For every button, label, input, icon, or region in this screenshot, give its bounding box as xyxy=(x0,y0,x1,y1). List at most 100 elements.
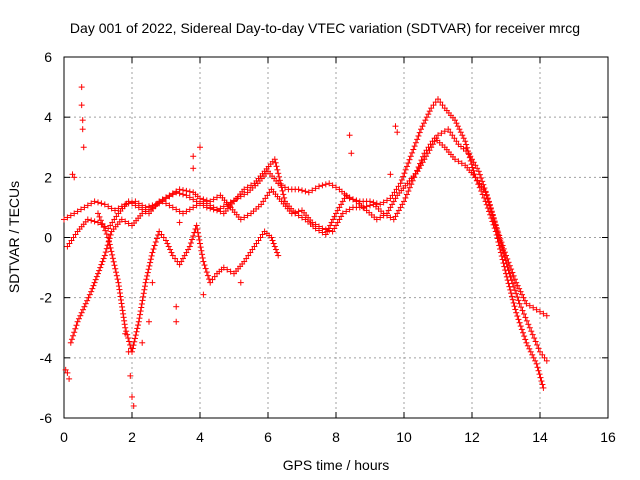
data-point xyxy=(414,168,421,175)
data-point xyxy=(237,216,244,223)
data-point xyxy=(82,300,89,307)
data-point xyxy=(274,166,281,173)
data-point xyxy=(426,108,433,115)
data-point xyxy=(530,354,537,361)
data-point xyxy=(132,202,139,209)
data-point xyxy=(513,279,520,286)
data-point xyxy=(176,219,183,226)
data-point xyxy=(515,297,522,304)
data-point xyxy=(109,251,116,258)
data-point xyxy=(186,243,193,250)
x-tick-label: 16 xyxy=(600,429,616,445)
data-point xyxy=(341,195,348,202)
data-point xyxy=(533,306,540,313)
data-point xyxy=(134,325,141,332)
data-point xyxy=(338,201,345,208)
data-point xyxy=(66,240,73,247)
data-point xyxy=(506,270,513,277)
data-point xyxy=(140,293,147,300)
data-point xyxy=(186,194,193,201)
data-point xyxy=(142,208,149,215)
data-point xyxy=(130,342,137,349)
data-point xyxy=(138,300,145,307)
data-point xyxy=(102,227,109,234)
data-point xyxy=(516,300,523,307)
data-point xyxy=(402,166,409,173)
data-point xyxy=(331,225,338,232)
data-point xyxy=(431,138,438,145)
data-point xyxy=(430,102,437,109)
data-point xyxy=(499,247,506,254)
data-point xyxy=(476,171,483,178)
data-point xyxy=(109,219,116,226)
data-point xyxy=(164,240,171,247)
data-point xyxy=(141,283,148,290)
data-point xyxy=(166,192,173,199)
data-point xyxy=(508,266,515,273)
data-point xyxy=(502,257,509,264)
data-point xyxy=(410,146,417,153)
data-point xyxy=(203,200,210,207)
data-point xyxy=(319,182,326,189)
data-point xyxy=(390,198,397,205)
data-point xyxy=(392,123,399,130)
data-point xyxy=(77,312,84,319)
data-point xyxy=(220,203,227,210)
data-point xyxy=(518,304,525,311)
data-point xyxy=(339,210,346,217)
data-point xyxy=(439,102,446,109)
data-point xyxy=(276,177,283,184)
data-point xyxy=(107,244,114,251)
data-point xyxy=(197,244,204,251)
data-point xyxy=(428,144,435,151)
data-point xyxy=(429,141,436,148)
data-point xyxy=(84,216,91,223)
data-point xyxy=(529,351,536,358)
data-point xyxy=(190,165,197,172)
data-point xyxy=(406,184,413,191)
data-point xyxy=(514,293,521,300)
data-point xyxy=(459,132,466,139)
data-point xyxy=(391,189,398,196)
data-point xyxy=(275,252,282,259)
data-point xyxy=(343,208,350,215)
data-point xyxy=(519,307,526,314)
data-point xyxy=(312,185,319,192)
data-point xyxy=(435,132,441,139)
data-point xyxy=(67,339,74,346)
data-point xyxy=(387,195,394,202)
data-point xyxy=(80,144,87,151)
data-point xyxy=(405,160,412,167)
data-point xyxy=(224,266,231,273)
data-point xyxy=(449,132,456,139)
data-point xyxy=(336,204,343,211)
data-point xyxy=(533,360,540,367)
data-point xyxy=(474,165,481,172)
data-point xyxy=(389,201,396,208)
data-point xyxy=(463,141,470,148)
data-point xyxy=(328,219,335,226)
data-point xyxy=(346,206,353,213)
data-point xyxy=(66,375,73,382)
data-point xyxy=(101,252,108,259)
data-point xyxy=(196,236,203,243)
data-point xyxy=(133,328,140,335)
data-point xyxy=(96,267,103,274)
data-point xyxy=(380,212,387,219)
data-point xyxy=(486,198,492,205)
data-point xyxy=(143,276,150,283)
data-point xyxy=(68,237,75,244)
data-point xyxy=(189,236,196,243)
data-point xyxy=(327,222,334,229)
data-point xyxy=(101,201,108,208)
data-point xyxy=(207,279,214,286)
data-point xyxy=(373,216,380,223)
data-point xyxy=(186,188,193,195)
data-point xyxy=(247,249,254,256)
data-point xyxy=(474,177,481,184)
data-point xyxy=(178,258,185,265)
data-point xyxy=(64,214,71,221)
data-point xyxy=(387,204,394,211)
data-point xyxy=(72,231,79,238)
data-point xyxy=(537,374,544,381)
